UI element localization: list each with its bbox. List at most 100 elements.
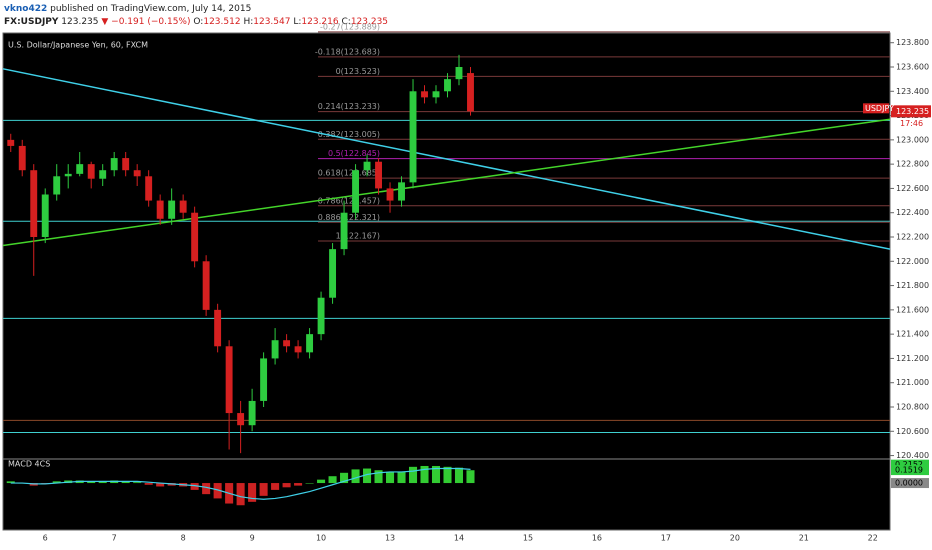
candle-body (363, 161, 371, 171)
macd-bar (351, 469, 360, 484)
published: published on TradingView.com, July 14, 2… (50, 4, 251, 14)
candle-body (294, 346, 302, 353)
candle-body (87, 164, 95, 179)
symbol-tag (863, 103, 889, 114)
macd-bar (454, 467, 464, 484)
candle-body (53, 176, 61, 195)
candle-body (317, 297, 325, 335)
macd-tick-label: 0.0000 (895, 479, 923, 488)
macd-bar (340, 472, 349, 484)
macd-bar (6, 481, 15, 484)
candle-body (329, 249, 337, 298)
macd-bar (121, 481, 130, 484)
y-tick-label: 121.400 (896, 330, 929, 339)
macd-bar (156, 483, 165, 487)
y-tick-label: 123.800 (896, 38, 929, 47)
candle-body (214, 309, 222, 347)
x-tick-label: 15 (523, 534, 533, 543)
macd-tick-box (891, 459, 929, 470)
candle-body (122, 158, 130, 171)
fib-label: 0.382(123.005) (318, 130, 380, 139)
candle-body (110, 158, 118, 171)
candle-body (444, 79, 451, 92)
candle-body (99, 170, 107, 179)
candle-body (248, 400, 256, 426)
candle-body (237, 413, 245, 426)
y-tick-label: 122.600 (896, 184, 929, 193)
x-tick-label: 21 (799, 534, 809, 543)
header-line1: vkno422 published on TradingView.com, Ju… (4, 4, 251, 14)
macd-bar (87, 481, 96, 484)
candle-body (432, 91, 440, 98)
fib-label: 0(123.523) (336, 67, 380, 76)
candle-body (455, 67, 463, 80)
macd-bar (443, 466, 452, 484)
candle-body (409, 91, 417, 183)
x-tick-label: 8 (181, 534, 186, 543)
o-label: O: (193, 17, 203, 27)
y-tick-label: 120.800 (896, 403, 929, 412)
candle-body (340, 212, 348, 250)
macd-bar (386, 471, 395, 484)
fib-label: 1(122.167) (336, 232, 380, 241)
c-value: 123.235 (351, 17, 388, 27)
last-price-tag (891, 105, 931, 118)
y-tick-label: 120.600 (896, 427, 929, 436)
candle-body (225, 346, 233, 414)
y-tick-label: 122.800 (896, 160, 929, 169)
x-tick-label: 22 (868, 534, 878, 543)
macd-bar (408, 466, 418, 484)
candle-body (7, 139, 15, 146)
candle-body (398, 182, 405, 201)
candle-body (271, 340, 279, 359)
macd-bar (294, 483, 303, 486)
x-tick-label: 17 (661, 534, 671, 543)
candle-body (260, 358, 268, 401)
candle-body (386, 188, 394, 201)
macd-bar (374, 470, 383, 484)
macd-bar (190, 483, 199, 490)
candle-body (202, 261, 210, 310)
fib-label: 0.618(122.685) (318, 169, 380, 178)
h-value: 123.547 (253, 17, 290, 27)
macd-tick-label: 0.1519 (895, 466, 923, 475)
macd-tick-box (891, 465, 929, 476)
chart-title: U.S. Dollar/Japanese Yen, 60, FXCM (8, 41, 148, 50)
candle-body (421, 91, 428, 98)
candle-body (168, 200, 176, 219)
plot-area (2, 32, 891, 531)
y-tick-label: 122.200 (896, 233, 929, 242)
macd-bar (144, 483, 153, 485)
macd-bar (317, 479, 326, 484)
candle-body (18, 145, 26, 171)
l-label: L: (293, 17, 301, 27)
fib-label: 0.786(122.457) (318, 196, 380, 205)
x-tick-label: 6 (43, 534, 48, 543)
symbol-label: USDJPY (865, 104, 894, 113)
fib-label: 0.214(123.233) (318, 102, 380, 111)
macd-bar (363, 468, 372, 484)
candle-body (352, 170, 359, 213)
x-tick-label: 14 (454, 534, 464, 543)
macd-bar (431, 465, 441, 484)
candle-body (156, 200, 164, 219)
trendline (2, 118, 891, 247)
y-tick-label: 123.600 (896, 63, 929, 72)
header-line2: FX:USDJPY 123.235 ▼ −0.191 (−0.15%) O:12… (4, 17, 388, 27)
candle-body (145, 176, 153, 201)
last: 123.235 (61, 17, 98, 27)
macd-tick-label: 0.2152 (895, 460, 923, 469)
macd-bar (259, 483, 268, 496)
candle-body (375, 161, 382, 189)
x-tick-label: 13 (385, 534, 395, 543)
candle-body (133, 170, 141, 177)
macd-bar (133, 482, 142, 484)
macd-bar (52, 481, 61, 484)
user[interactable]: vkno422 (4, 4, 47, 14)
trendline (2, 68, 891, 250)
macd-tick-box (891, 478, 929, 489)
macd-bar (282, 483, 291, 488)
y-tick-label: 121.200 (896, 354, 929, 363)
l-value: 123.216 (301, 17, 338, 27)
macd-bar (466, 470, 475, 484)
